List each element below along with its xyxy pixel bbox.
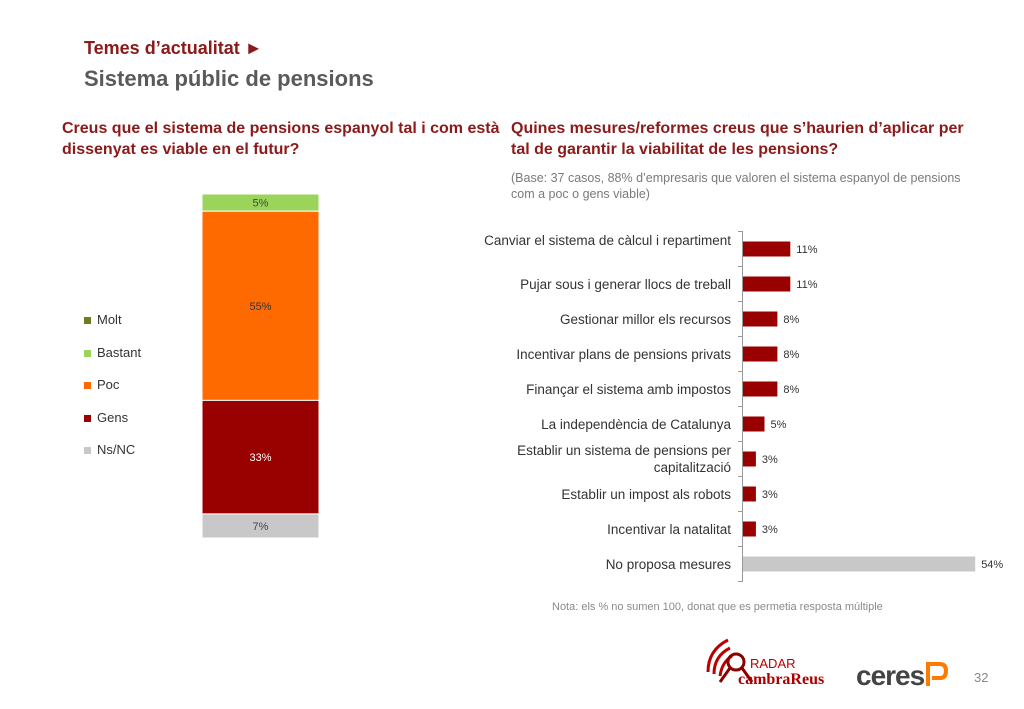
- stack-label-poc: 55%: [249, 301, 271, 313]
- stack-segment-gens: [201, 399, 320, 515]
- legend-item-molt: Molt: [84, 312, 122, 327]
- bar-category-label: Incentivar plans de pensions privats: [516, 346, 731, 362]
- legend-item-poc: Poc: [84, 377, 119, 392]
- legend-label: Molt: [97, 312, 122, 327]
- ceres-logo: ceres: [856, 660, 949, 692]
- bar-category-label: Establir un sistema de pensions per capi…: [517, 443, 731, 475]
- left-question: Creus que el sistema de pensions espanyo…: [62, 120, 500, 158]
- bar-category-label: Finançar el sistema amb impostos: [526, 381, 731, 397]
- bar-category-label: Establir un impost als robots: [561, 486, 731, 502]
- radar-logo: RADAR cambraReus: [700, 628, 850, 693]
- legend-label: Bastant: [97, 344, 142, 360]
- stack-label-ns-nc: 7%: [253, 521, 269, 533]
- bar-category-label: La independència de Catalunya: [541, 416, 731, 432]
- ceres-logo-text: ceres: [856, 660, 925, 691]
- stack-label-gens: 33%: [249, 452, 271, 464]
- radar-icon: RADAR cambraReus: [706, 638, 824, 688]
- logo-radar-top: RADAR: [750, 656, 796, 671]
- legend-swatch: [84, 447, 91, 455]
- page-number: 32: [974, 670, 989, 685]
- legend-label: Ns/NC: [97, 442, 136, 457]
- bar-category-label: Pujar sous i generar llocs de treball: [520, 276, 731, 292]
- legend-swatch: [84, 382, 91, 390]
- legend-swatch: [84, 317, 91, 325]
- legend-item-gens: Gens: [84, 410, 128, 425]
- stack-segment-ns-nc: [201, 513, 320, 539]
- bar-category-label: Gestionar millor els recursos: [559, 311, 731, 327]
- legend-item-bastant: Bastant: [84, 345, 141, 360]
- right-question: Quines mesures/reformes creus que s’haur…: [511, 120, 964, 158]
- page-title: Sistema públic de pensions: [84, 66, 374, 91]
- stack-segment-poc: [201, 210, 320, 401]
- section-title: Temes d’actualitat ►: [84, 38, 263, 58]
- legend-swatch: [84, 414, 91, 422]
- bar-category-label: Incentivar la natalitat: [607, 521, 731, 537]
- bar-category-label: Canviar el sistema de càlcul i repartime…: [484, 233, 731, 248]
- footnote: Nota: els % no sumen 100, donat que es p…: [552, 601, 883, 613]
- bar-category-label: No proposa mesures: [605, 556, 731, 572]
- legend-label: Poc: [97, 377, 120, 392]
- legend-swatch: [84, 349, 91, 357]
- legend-label: Gens: [97, 409, 129, 425]
- stack-label-bastant: 5%: [253, 198, 269, 210]
- ceres-p-icon: [926, 662, 949, 686]
- base-note: (Base: 37 casos, 88% d’empresaris que va…: [511, 171, 961, 201]
- logo-radar-bottom: cambraReus: [738, 671, 824, 688]
- legend-item-ns-nc: Ns/NC: [84, 442, 135, 457]
